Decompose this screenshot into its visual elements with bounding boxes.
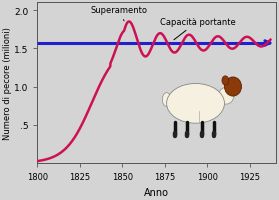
Text: Capacità portante: Capacità portante (160, 18, 235, 41)
Ellipse shape (218, 88, 234, 105)
X-axis label: Anno: Anno (144, 187, 169, 197)
Ellipse shape (167, 84, 225, 124)
Ellipse shape (222, 76, 229, 86)
Ellipse shape (225, 78, 242, 97)
Y-axis label: Numero di pecore (milioni): Numero di pecore (milioni) (3, 27, 13, 139)
Ellipse shape (162, 93, 171, 107)
Text: Superamento: Superamento (90, 6, 147, 22)
